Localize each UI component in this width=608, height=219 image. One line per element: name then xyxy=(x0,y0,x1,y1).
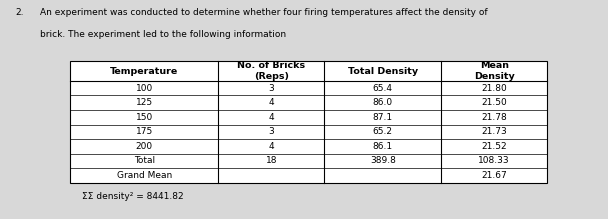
Text: 108.33: 108.33 xyxy=(478,157,510,166)
Text: 21.50: 21.50 xyxy=(482,98,507,107)
Text: 87.1: 87.1 xyxy=(373,113,393,122)
Text: 4: 4 xyxy=(269,98,274,107)
Text: 4: 4 xyxy=(269,113,274,122)
Text: 175: 175 xyxy=(136,127,153,136)
Text: ΣΣ density² = 8441.82: ΣΣ density² = 8441.82 xyxy=(82,192,184,201)
Text: 21.73: 21.73 xyxy=(482,127,507,136)
Text: Mean
Density: Mean Density xyxy=(474,61,514,81)
Text: 65.2: 65.2 xyxy=(373,127,393,136)
Text: 389.8: 389.8 xyxy=(370,157,396,166)
Text: Temperature: Temperature xyxy=(110,67,178,76)
Text: 4: 4 xyxy=(269,142,274,151)
Text: 21.78: 21.78 xyxy=(482,113,507,122)
Text: 200: 200 xyxy=(136,142,153,151)
Bar xyxy=(70,61,547,183)
Text: 3: 3 xyxy=(269,127,274,136)
Text: 125: 125 xyxy=(136,98,153,107)
Text: An experiment was conducted to determine whether four firing temperatures affect: An experiment was conducted to determine… xyxy=(40,8,487,17)
Text: 65.4: 65.4 xyxy=(373,84,393,93)
Text: 86.0: 86.0 xyxy=(373,98,393,107)
Text: 100: 100 xyxy=(136,84,153,93)
Text: brick. The experiment led to the following information: brick. The experiment led to the followi… xyxy=(40,30,286,39)
Text: Grand Mean: Grand Mean xyxy=(117,171,172,180)
Text: 21.67: 21.67 xyxy=(482,171,507,180)
Text: 86.1: 86.1 xyxy=(373,142,393,151)
Text: 18: 18 xyxy=(266,157,277,166)
Text: 2.: 2. xyxy=(15,8,24,17)
Text: 21.80: 21.80 xyxy=(482,84,507,93)
Text: 3: 3 xyxy=(269,84,274,93)
Text: Total: Total xyxy=(134,157,154,166)
Text: 150: 150 xyxy=(136,113,153,122)
Text: No. of Bricks
(Reps): No. of Bricks (Reps) xyxy=(237,61,305,81)
Text: Total Density: Total Density xyxy=(348,67,418,76)
Text: 21.52: 21.52 xyxy=(482,142,507,151)
